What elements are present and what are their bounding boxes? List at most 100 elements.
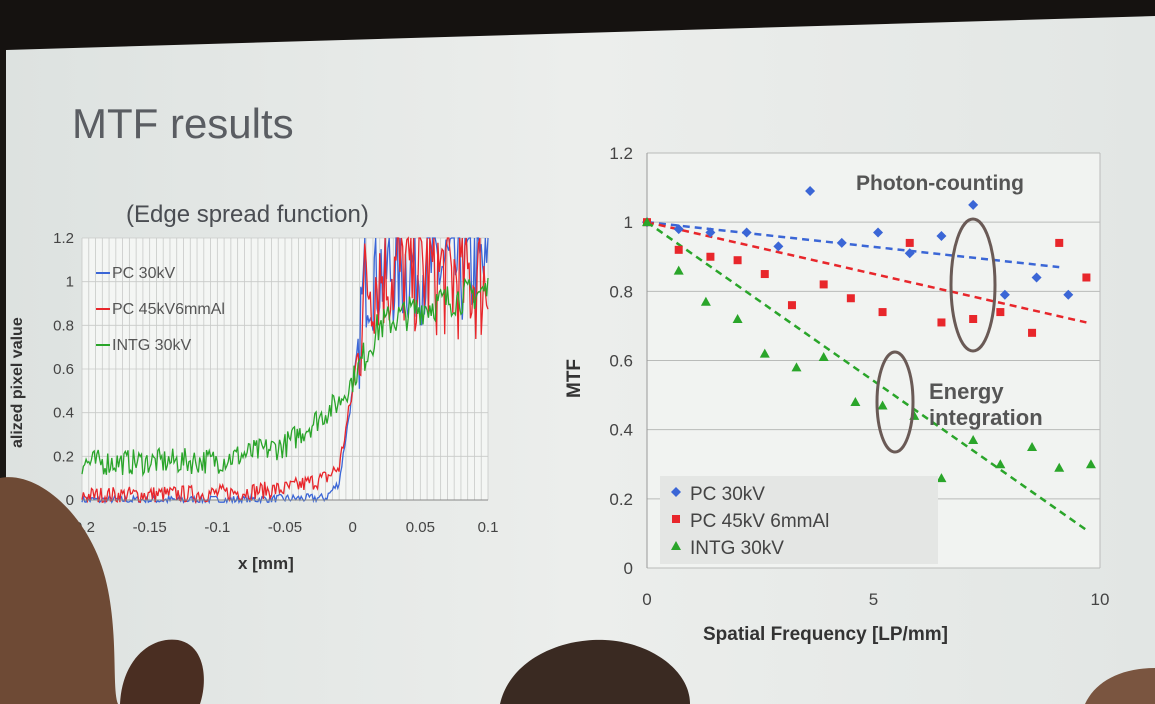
- mtf-data-point: [936, 231, 947, 241]
- esf-series-line: [81, 236, 489, 505]
- mtf-chart: 0 0.2 0.4 0.6 0.8 1 1.2 0 5 10 Spatial Frequency …: [564, 144, 1109, 645]
- mtf-data-point: [878, 308, 887, 317]
- energy-integration-bracket: [875, 350, 915, 454]
- mtf-legend-marker: [672, 515, 680, 523]
- mtf-y-tick: 1: [624, 213, 633, 232]
- mtf-data-point: [773, 241, 784, 252]
- audience-head-left: [0, 477, 118, 704]
- mtf-data-point: [791, 362, 802, 372]
- esf-x-tick: -0.05: [268, 519, 302, 536]
- esf-title: (Edge spread function): [126, 201, 369, 228]
- mtf-data-point: [936, 473, 947, 483]
- mtf-data-point: [732, 314, 743, 323]
- mtf-trendlines: [646, 220, 1088, 531]
- mtf-ticks: 0 0.2 0.4 0.6 0.8 1 1.2 0 5 10: [609, 144, 1109, 609]
- mtf-data-point: [760, 270, 769, 279]
- esf-y-label: alized pixel value: [9, 317, 26, 448]
- mtf-data-point: [968, 199, 979, 210]
- photon-counting-bracket: [949, 217, 997, 353]
- mtf-trendline: [646, 220, 1060, 269]
- mtf-data-point: [905, 238, 914, 247]
- mtf-data-point: [937, 318, 946, 327]
- slide-title: MTF results: [72, 100, 294, 147]
- mtf-data-point: [850, 397, 861, 406]
- mtf-data-point: [846, 294, 855, 303]
- mtf-y-tick: 0.4: [609, 421, 633, 440]
- mtf-data-point: [836, 237, 847, 248]
- mtf-data-point: [1055, 238, 1064, 247]
- annotation-photon-counting: Photon-counting: [856, 172, 1024, 195]
- esf-x-tick: 0.1: [478, 519, 499, 536]
- mtf-data-point: [995, 459, 1006, 469]
- mtf-data-point: [996, 308, 1005, 317]
- mtf-legend-box: [660, 476, 938, 564]
- audience-head-center: [500, 639, 690, 704]
- mtf-legend: PC 30kV PC 45kV 6mmAl INTG 30kV: [671, 484, 829, 559]
- esf-y-tick: 0: [66, 492, 74, 509]
- mtf-x-tick: 0: [642, 590, 651, 609]
- mtf-x-tick: 10: [1091, 590, 1110, 609]
- mtf-data-point: [968, 435, 979, 445]
- esf-y-tick: 1: [66, 274, 74, 291]
- mtf-legend-marker: [671, 487, 681, 497]
- esf-x-label: x [mm]: [238, 554, 294, 573]
- esf-legend-label: INTG 30kV: [112, 337, 191, 354]
- mtf-legend-label: PC 45kV 6mmAl: [690, 511, 829, 532]
- mtf-data-point: [1027, 441, 1038, 451]
- esf-y-tick: 0.2: [53, 448, 74, 465]
- mtf-data-point: [674, 245, 683, 254]
- mtf-legend-marker: [671, 541, 681, 550]
- mtf-data-point: [759, 348, 770, 358]
- mtf-data-point: [705, 227, 716, 238]
- esf-legend-label: PC 30kV: [112, 265, 175, 282]
- mtf-data-point: [700, 296, 711, 306]
- esf-y-tick: 0.6: [53, 361, 74, 378]
- mtf-data-point: [805, 186, 816, 197]
- esf-y-tick: 0.8: [53, 317, 74, 334]
- esf-y-tick: 1.2: [53, 230, 74, 247]
- mtf-legend-label: INTG 30kV: [690, 538, 784, 559]
- mtf-data-point: [1031, 272, 1042, 283]
- esf-chart: (Edge spread function) -0.2-0.15-0.1-0.0…: [9, 201, 498, 573]
- mtf-data-point: [819, 280, 828, 289]
- mtf-y-tick: 0.8: [609, 282, 633, 301]
- audience-head-left-2: [120, 639, 204, 704]
- mtf-data-point: [673, 265, 684, 275]
- esf-ticks: -0.2-0.15-0.1-0.0500.050.100.20.40.60.81…: [53, 230, 498, 536]
- mtf-y-tick: 0: [624, 559, 633, 578]
- mtf-y-tick: 0.6: [609, 352, 633, 371]
- esf-y-tick: 0.4: [53, 405, 74, 422]
- esf-legend-label: PC 45kV6mmAl: [112, 301, 225, 318]
- mtf-data-point: [877, 400, 888, 410]
- mtf-data-point: [904, 248, 915, 259]
- mtf-y-label: MTF: [564, 359, 585, 398]
- mtf-data-point: [787, 301, 796, 310]
- mtf-data-point: [818, 352, 829, 362]
- esf-series-line: [81, 277, 489, 478]
- mtf-data-point: [999, 289, 1010, 300]
- mtf-y-tick: 0.2: [609, 490, 633, 509]
- mtf-x-tick: 5: [869, 590, 878, 609]
- esf-legend: PC 30kV PC 45kV6mmAl INTG 30kV: [96, 265, 225, 354]
- mtf-data-point: [1063, 289, 1074, 300]
- mtf-data-point: [1082, 273, 1091, 282]
- mtf-x-label: Spatial Frequency [LP/mm]: [703, 624, 948, 645]
- mtf-trendline: [646, 221, 1088, 531]
- mtf-data-point: [673, 224, 684, 235]
- mtf-y-tick: 1.2: [609, 144, 633, 163]
- mtf-data-point: [733, 256, 742, 265]
- audience-silhouettes: [0, 477, 1155, 704]
- mtf-trendline: [646, 220, 1087, 324]
- mtf-data-point: [1085, 459, 1096, 469]
- mtf-data-point: [642, 217, 652, 227]
- esf-lines: [81, 236, 489, 505]
- mtf-data-point: [873, 227, 884, 238]
- esf-x-tick: -0.1: [204, 519, 230, 536]
- annotation-energy-line2: integration: [929, 405, 1043, 430]
- audience-head-right: [1085, 668, 1155, 704]
- mtf-points: [642, 186, 1096, 483]
- mtf-data-point: [1054, 462, 1065, 472]
- mtf-data-point: [741, 227, 752, 238]
- esf-x-tick: 0.05: [406, 519, 435, 536]
